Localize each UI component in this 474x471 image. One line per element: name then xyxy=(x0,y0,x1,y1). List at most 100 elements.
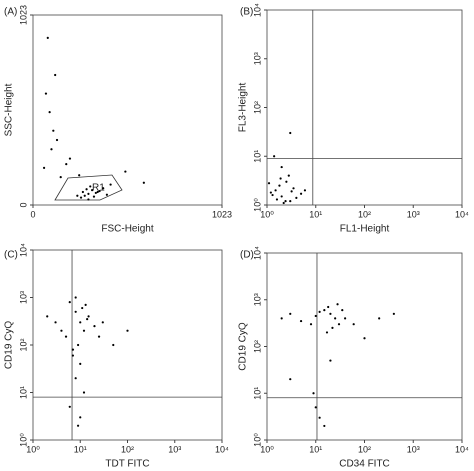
event-point xyxy=(97,335,101,338)
event-point xyxy=(278,184,281,187)
event-point xyxy=(112,343,115,347)
event-point xyxy=(54,321,57,324)
x-tick-label: 0 xyxy=(30,209,35,219)
event-point xyxy=(284,200,287,203)
x-tick-label: 10¹ xyxy=(309,209,322,219)
event-point xyxy=(78,174,81,177)
x-axis-label: TDT FITC xyxy=(105,459,149,470)
event-point xyxy=(303,189,307,192)
y-tick-label: 1023 xyxy=(18,5,28,25)
event-point xyxy=(280,195,283,198)
event-point xyxy=(287,174,290,177)
event-point xyxy=(79,362,82,366)
event-point xyxy=(87,192,90,195)
x-tick-label: 10¹ xyxy=(74,444,87,454)
event-point xyxy=(55,138,59,142)
event-point xyxy=(96,190,99,194)
y-axis-label: CD19 CyQ xyxy=(4,321,15,370)
event-point xyxy=(42,166,46,169)
event-point xyxy=(142,181,145,184)
event-point xyxy=(71,348,75,351)
event-point xyxy=(76,343,80,347)
event-point xyxy=(314,314,317,318)
event-point xyxy=(271,193,274,197)
event-point xyxy=(68,157,72,160)
event-point xyxy=(275,198,279,201)
event-point xyxy=(314,406,317,409)
event-point xyxy=(318,416,321,419)
event-point xyxy=(79,416,82,419)
event-point xyxy=(82,391,86,394)
event-point xyxy=(352,323,355,326)
event-point xyxy=(318,310,321,313)
event-point xyxy=(289,200,292,203)
y-tick-label: 10¹ xyxy=(252,387,262,400)
y-tick-label: 10³ xyxy=(252,52,262,65)
event-point xyxy=(74,377,77,380)
event-point xyxy=(105,193,109,196)
event-point xyxy=(46,36,49,39)
event-point xyxy=(109,183,112,186)
event-point xyxy=(91,189,94,192)
panel-label: (C) xyxy=(4,250,18,261)
x-tick-label: 10⁰ xyxy=(260,444,274,454)
plot-frame xyxy=(32,14,223,206)
x-tick-label: 10¹ xyxy=(309,444,322,454)
event-point xyxy=(85,188,88,191)
y-tick-label: 10⁴ xyxy=(18,243,28,257)
y-tick-label: 0 xyxy=(18,202,28,207)
event-point xyxy=(76,194,79,197)
event-point xyxy=(327,305,330,309)
event-point xyxy=(280,317,283,320)
event-point xyxy=(329,359,332,362)
event-point xyxy=(378,317,381,320)
event-point xyxy=(323,309,326,312)
event-point xyxy=(299,319,303,323)
event-point xyxy=(323,424,326,428)
x-tick-label: 10⁴ xyxy=(215,444,229,454)
x-axis-label: FL1-Height xyxy=(340,224,390,235)
event-point xyxy=(87,315,90,318)
event-point xyxy=(98,189,101,193)
event-point xyxy=(79,321,82,324)
event-point xyxy=(81,190,84,194)
x-tick-label: 10² xyxy=(358,209,371,219)
event-point xyxy=(285,180,288,183)
event-point xyxy=(74,296,77,299)
event-point xyxy=(274,189,277,192)
event-point xyxy=(102,187,105,190)
event-point xyxy=(50,148,53,151)
event-point xyxy=(84,303,87,306)
event-point xyxy=(101,321,104,324)
x-axis-label: FSC-Height xyxy=(101,224,153,235)
event-point xyxy=(89,185,92,188)
event-point xyxy=(64,335,68,338)
event-point xyxy=(76,424,80,427)
panel-label: (D) xyxy=(240,250,254,261)
x-axis-label: CD34 FITC xyxy=(339,459,390,470)
y-tick-label: 10⁰ xyxy=(252,433,262,447)
y-axis-label: FL3-Height xyxy=(238,83,249,133)
event-point xyxy=(269,191,272,194)
x-tick-label: 10³ xyxy=(407,444,420,454)
event-point xyxy=(282,201,285,205)
plot-frame xyxy=(32,249,223,441)
event-point xyxy=(341,309,344,312)
y-axis-label: SSC-Height xyxy=(4,83,15,136)
event-point xyxy=(54,73,57,77)
plot-frame xyxy=(266,252,463,441)
event-point xyxy=(68,405,71,408)
x-tick-label: 10⁴ xyxy=(455,444,469,454)
event-point xyxy=(60,329,63,332)
y-tick-label: 10² xyxy=(252,101,262,114)
event-point xyxy=(273,155,276,158)
event-point xyxy=(289,312,292,315)
event-point xyxy=(331,326,334,329)
y-tick-label: 10¹ xyxy=(252,150,262,163)
event-point xyxy=(59,176,62,179)
panel-label: (B) xyxy=(240,7,253,18)
plot-frame xyxy=(266,9,463,206)
event-point xyxy=(289,378,292,381)
y-axis-label: CD19 CyQ xyxy=(238,322,249,371)
